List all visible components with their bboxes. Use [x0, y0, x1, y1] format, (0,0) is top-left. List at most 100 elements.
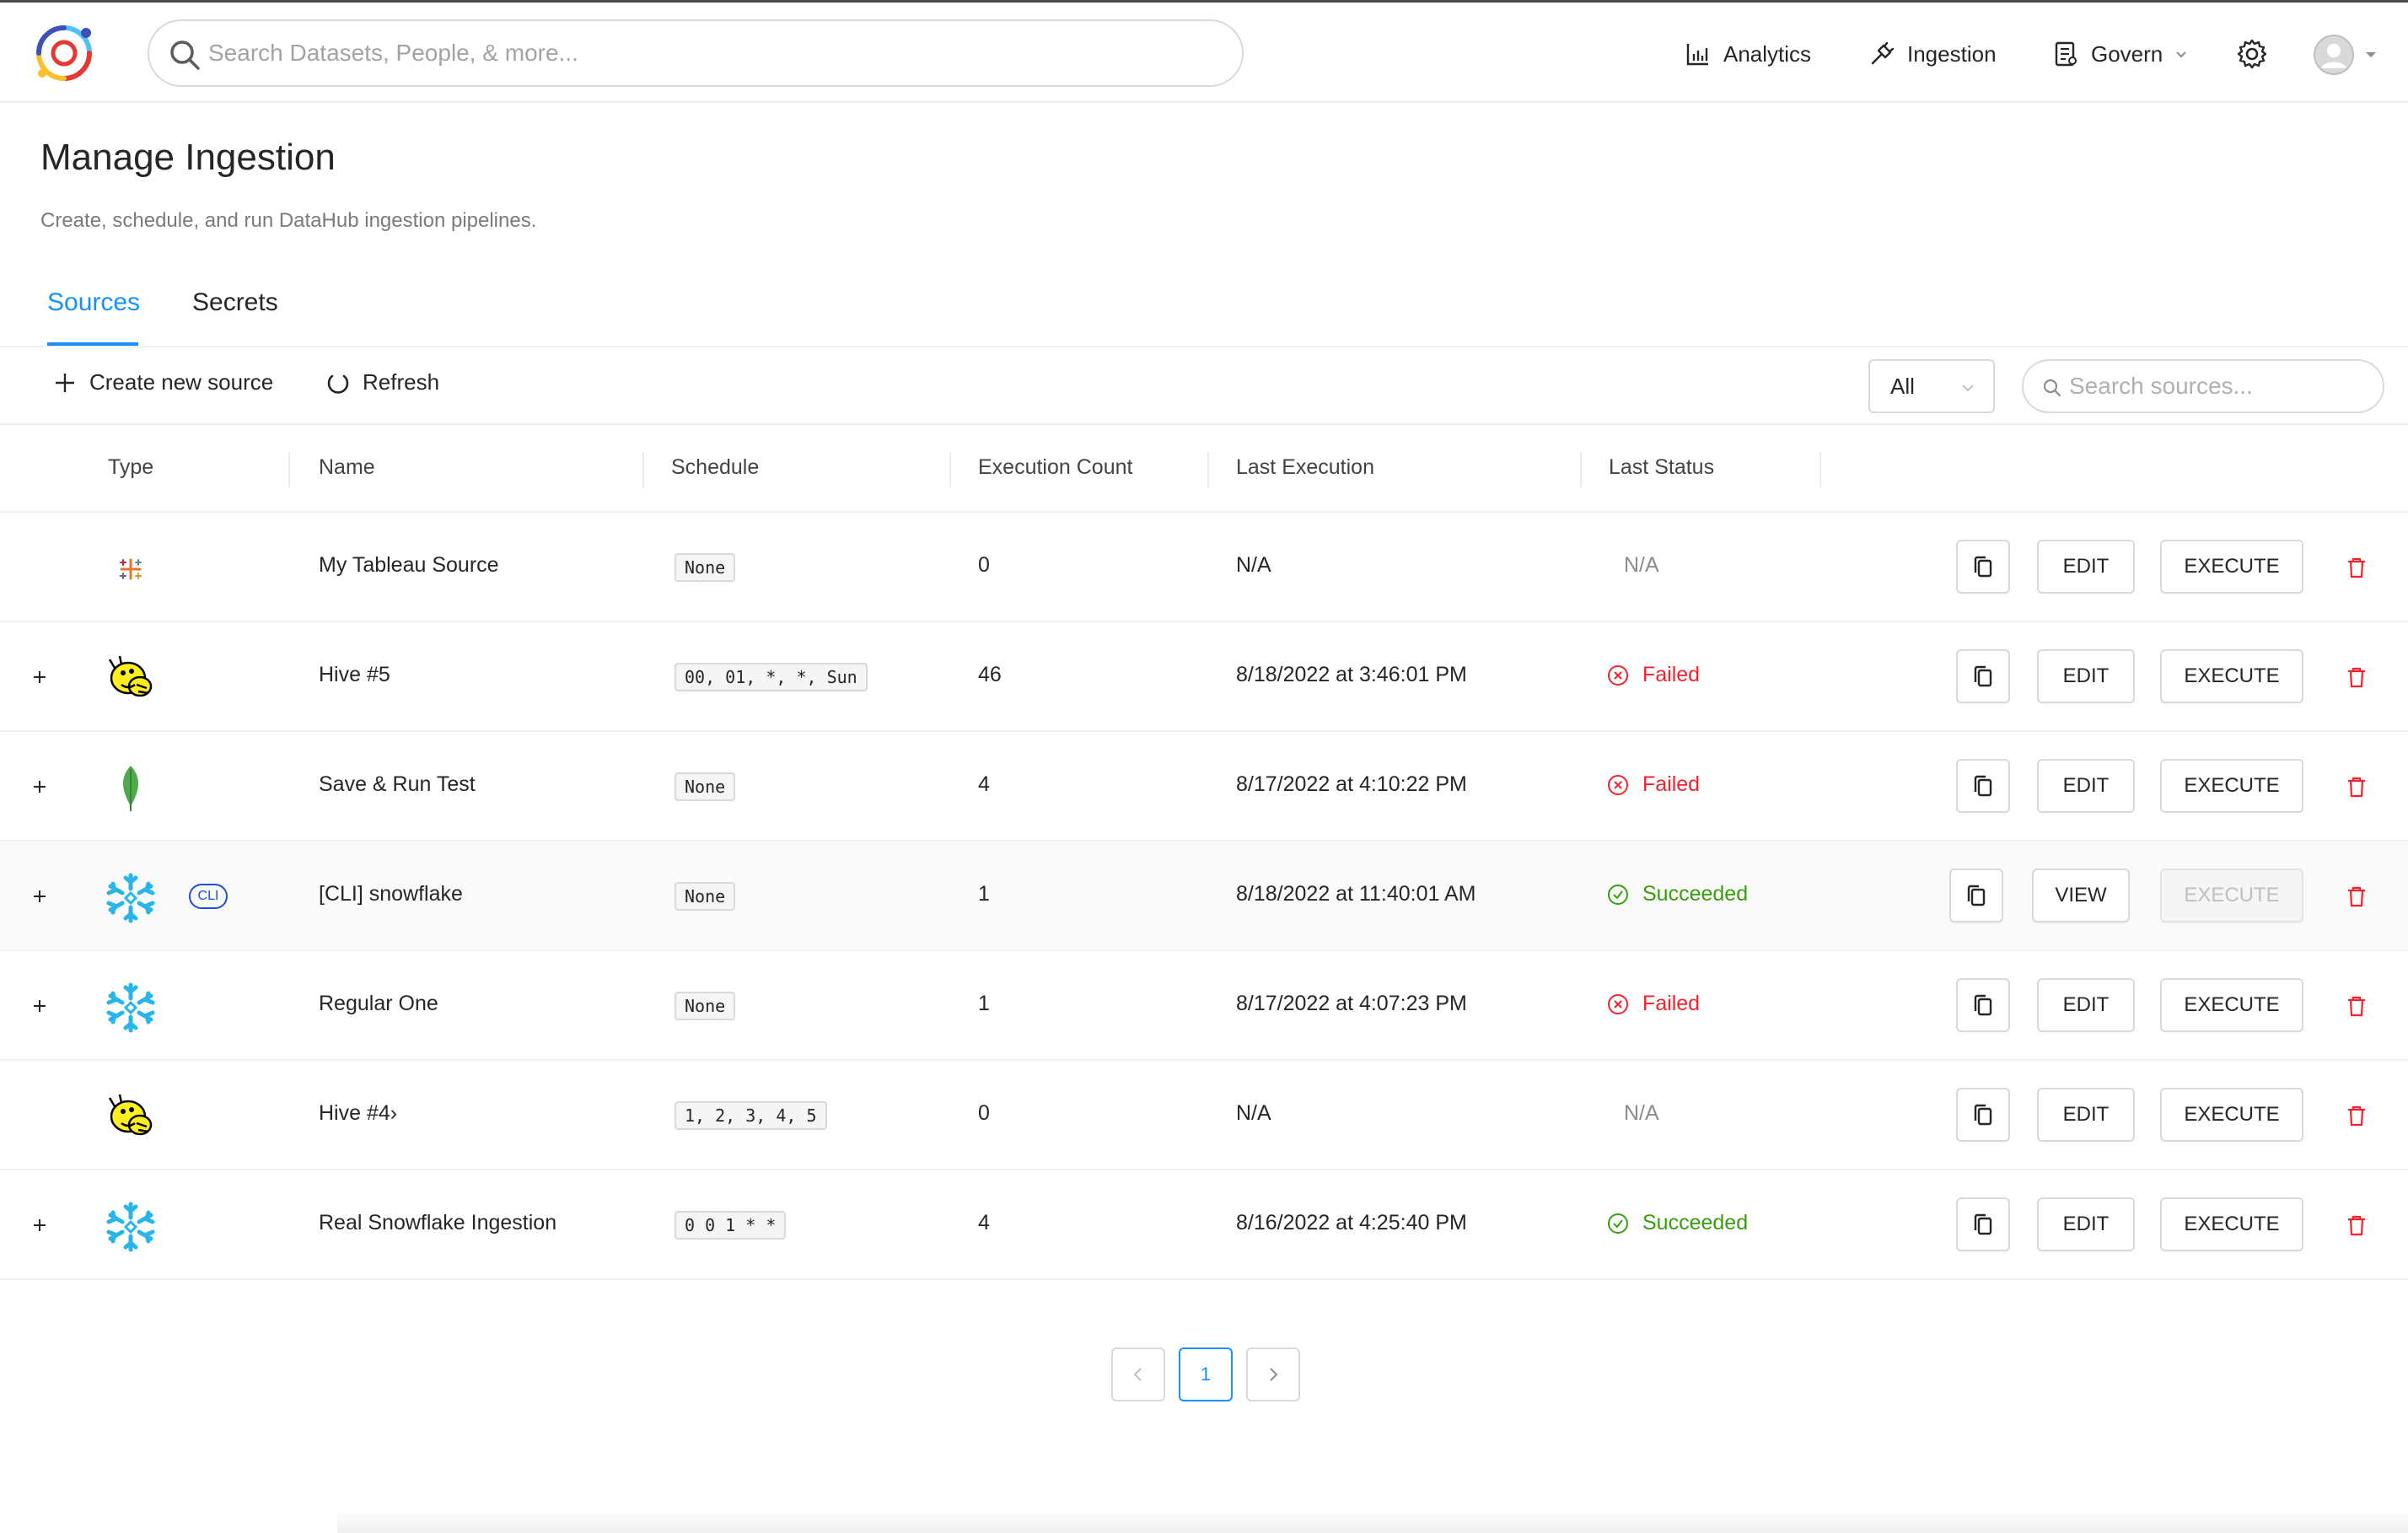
nav-analytics-label: Analytics: [1723, 40, 1812, 67]
schedule-badge: 0 0 1 * *: [675, 1211, 787, 1240]
execute-button[interactable]: EXECUTE: [2160, 1088, 2303, 1142]
global-search-box[interactable]: [148, 19, 1244, 87]
check-circle-icon: [1608, 1213, 1628, 1234]
chevron-left-icon: [1133, 1368, 1142, 1381]
last-execution: 8/18/2022 at 11:40:01 AM: [1236, 882, 1476, 906]
delete-trash-icon[interactable]: [2344, 1103, 2369, 1128]
copy-button[interactable]: [1956, 1088, 2010, 1142]
expand-row-icon[interactable]: [29, 995, 51, 1017]
execute-button[interactable]: EXECUTE: [2160, 759, 2303, 813]
execute-button[interactable]: EXECUTE: [2160, 978, 2303, 1032]
nav-govern-dropdown[interactable]: Govern: [2052, 3, 2188, 105]
refresh-icon: [327, 374, 349, 394]
copy-button[interactable]: [1949, 869, 2003, 922]
edit-button[interactable]: EDIT: [2037, 649, 2135, 703]
column-header-last-status[interactable]: Last Status: [1609, 455, 1715, 479]
source-filter-value: All: [1890, 373, 1915, 399]
expand-row-icon[interactable]: [29, 885, 51, 907]
hive-icon: [103, 651, 159, 707]
column-header-schedule[interactable]: Schedule: [671, 455, 760, 479]
last-execution: 8/18/2022 at 3:46:01 PM: [1236, 663, 1467, 686]
table-header: Type Name Schedule Execution Count Last …: [0, 425, 2408, 513]
delete-trash-icon[interactable]: [2344, 774, 2369, 799]
expand-row-icon[interactable]: [29, 666, 51, 688]
expand-row-icon[interactable]: [29, 1214, 51, 1236]
copy-button[interactable]: [1956, 1197, 2010, 1251]
copy-icon: [1974, 994, 1992, 1016]
copy-icon: [1974, 775, 1992, 797]
source-filter-select[interactable]: All: [1868, 359, 1995, 413]
table-row: Regular One None 1 8/17/2022 at 4:07:23 PM F…: [0, 951, 2408, 1061]
last-execution: 8/17/2022 at 4:07:23 PM: [1236, 992, 1467, 1015]
plus-icon: [56, 373, 74, 392]
refresh-label: Refresh: [363, 369, 440, 395]
table-row: Hive #5 00, 01, *, *, Sun 46 8/18/2022 at 3…: [0, 622, 2408, 732]
source-name: Real Snowflake Ingestion: [319, 1211, 557, 1234]
status-label: N/A: [1624, 553, 1659, 577]
nav-ingestion[interactable]: Ingestion: [1868, 3, 1997, 105]
execute-button[interactable]: EXECUTE: [2160, 649, 2303, 703]
source-search-input[interactable]: [2069, 373, 2383, 400]
edit-button[interactable]: EDIT: [2037, 759, 2135, 813]
edit-button[interactable]: EDIT: [2037, 540, 2135, 594]
edit-button[interactable]: EDIT: [2037, 1088, 2135, 1142]
close-circle-icon: [1608, 774, 1628, 795]
edit-button[interactable]: EDIT: [2037, 978, 2135, 1032]
copy-button[interactable]: [1956, 759, 2010, 813]
edit-button[interactable]: EDIT: [2037, 1197, 2135, 1251]
create-new-source-label: Create new source: [89, 369, 274, 395]
avatar-caret-icon[interactable]: [2361, 45, 2381, 65]
column-divider: [642, 452, 644, 487]
copy-button[interactable]: [1956, 649, 2010, 703]
previous-page-button[interactable]: [1111, 1347, 1165, 1401]
status-badge: Failed: [1607, 992, 1700, 1016]
source-search-box[interactable]: [2022, 359, 2384, 413]
chevron-right-icon: [1270, 1368, 1278, 1381]
create-new-source-button[interactable]: Create new source: [52, 369, 273, 395]
column-divider: [1819, 452, 1821, 487]
tab-bar: Sources Secrets: [0, 278, 2408, 347]
last-execution: N/A: [1236, 553, 1271, 577]
source-name: Save & Run Test: [319, 772, 476, 796]
status-label: Succeeded: [1642, 882, 1749, 906]
view-button[interactable]: VIEW: [2032, 869, 2130, 922]
table-row: CLI [CLI] snowflake None 1 8/18/2022 at 11:4…: [0, 842, 2408, 951]
next-page-button[interactable]: [1246, 1347, 1300, 1401]
status-badge: Failed: [1607, 663, 1700, 687]
settings-gear-icon[interactable]: [2236, 38, 2268, 70]
hive-icon: [103, 1089, 159, 1145]
column-divider: [1207, 452, 1209, 487]
delete-trash-icon[interactable]: [2344, 555, 2369, 580]
sources-toolbar: Create new source Refresh All: [0, 347, 2408, 425]
page-1-button[interactable]: 1: [1179, 1347, 1233, 1401]
snowflake-icon: [103, 1199, 159, 1255]
tab-sources[interactable]: Sources: [47, 288, 141, 316]
copy-button[interactable]: [1956, 540, 2010, 594]
datahub-logo[interactable]: [32, 21, 96, 85]
tab-secrets[interactable]: Secrets: [192, 288, 278, 316]
refresh-button[interactable]: Refresh: [325, 369, 439, 395]
execute-button[interactable]: EXECUTE: [2160, 540, 2303, 594]
column-header-name[interactable]: Name: [319, 455, 375, 479]
delete-trash-icon[interactable]: [2344, 993, 2369, 1019]
column-header-execution-count[interactable]: Execution Count: [978, 455, 1133, 479]
column-header-type[interactable]: Type: [108, 455, 154, 479]
chevron-down-icon: [1962, 385, 1974, 392]
delete-trash-icon[interactable]: [2344, 664, 2369, 690]
copy-icon: [1974, 665, 1992, 687]
column-header-last-execution[interactable]: Last Execution: [1236, 455, 1374, 479]
last-execution: N/A: [1236, 1101, 1271, 1125]
execute-button: EXECUTE: [2160, 869, 2303, 922]
copy-button[interactable]: [1956, 978, 2010, 1032]
user-avatar[interactable]: [2314, 35, 2354, 75]
search-icon: [170, 40, 200, 70]
expand-row-icon[interactable]: [29, 776, 51, 798]
delete-trash-icon[interactable]: [2344, 884, 2369, 909]
nav-analytics[interactable]: Analytics: [1685, 3, 1811, 105]
delete-trash-icon[interactable]: [2344, 1213, 2369, 1238]
global-search-input[interactable]: [208, 40, 1242, 67]
mongodb-icon: [103, 761, 159, 816]
execute-button[interactable]: EXECUTE: [2160, 1197, 2303, 1251]
last-execution: 8/17/2022 at 4:10:22 PM: [1236, 772, 1467, 796]
execution-count: 46: [978, 663, 1002, 686]
